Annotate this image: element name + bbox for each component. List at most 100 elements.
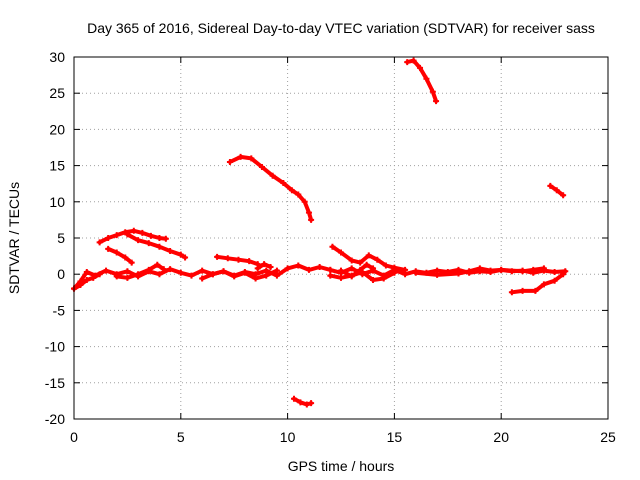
data-point <box>423 75 430 82</box>
data-point <box>295 262 302 269</box>
data-point <box>433 98 440 105</box>
chart-title: Day 365 of 2016, Sidereal Day-to-day VTE… <box>87 20 595 36</box>
data-point <box>135 271 142 278</box>
data-point <box>284 265 291 272</box>
data-point <box>348 257 355 264</box>
data-point <box>261 261 268 268</box>
data-point <box>220 268 227 275</box>
data-point <box>258 164 265 171</box>
series-arc-mid-5 <box>254 261 274 272</box>
data-point <box>297 399 304 406</box>
data-point <box>105 235 112 241</box>
data-point <box>199 267 206 274</box>
x-tick-label: 15 <box>387 429 403 445</box>
data-point <box>348 265 355 272</box>
data-point <box>182 254 189 261</box>
data-point <box>348 273 355 280</box>
data-point <box>139 229 146 236</box>
data-point <box>532 287 539 294</box>
data-point <box>83 276 90 283</box>
x-tick-label: 10 <box>280 429 296 445</box>
data-point <box>263 267 270 274</box>
data-point <box>135 237 142 244</box>
y-tick-label: 0 <box>57 266 65 282</box>
data-point <box>124 268 131 275</box>
data-point <box>380 275 387 282</box>
x-tick-label: 25 <box>600 429 616 445</box>
data-point <box>83 269 90 276</box>
data-point <box>305 209 312 216</box>
data-point <box>113 232 120 239</box>
data-point <box>391 264 398 271</box>
data-point <box>357 266 364 273</box>
data-point <box>280 179 287 186</box>
data-point <box>154 261 161 268</box>
series-arc-mid-3 <box>105 245 135 266</box>
data-point <box>147 232 154 239</box>
data-point <box>113 249 120 256</box>
data-point <box>551 277 558 284</box>
series-arc-negative <box>291 395 315 408</box>
y-tick-label: 25 <box>49 85 65 101</box>
x-tick-label: 20 <box>493 429 509 445</box>
data-point <box>291 395 298 402</box>
data-point <box>96 239 103 246</box>
data-point <box>252 275 259 282</box>
data-point <box>553 187 560 194</box>
data-point <box>357 259 364 266</box>
data-point <box>167 266 174 273</box>
data-point <box>237 153 244 160</box>
data-point <box>308 216 315 223</box>
data-point <box>301 198 308 205</box>
x-tick-labels: 0 5 10 15 20 25 <box>70 429 616 445</box>
series-arc-low-1 <box>113 261 167 281</box>
data-point <box>263 272 270 279</box>
data-point <box>402 266 409 273</box>
series-line <box>413 266 546 277</box>
series-arc-mid-4 <box>214 253 261 268</box>
data-point <box>96 271 103 278</box>
data-point <box>105 245 112 252</box>
data-point <box>412 269 419 276</box>
data-point <box>370 265 377 272</box>
series-arc-right-upper <box>547 182 567 199</box>
y-tick-label: 5 <box>57 230 65 246</box>
data-point <box>560 271 567 278</box>
data-point <box>248 155 255 162</box>
y-tick-label: -20 <box>45 411 65 427</box>
data-point <box>303 401 310 408</box>
series-arc-low-2 <box>199 267 280 282</box>
data-point <box>145 266 152 273</box>
data-point <box>267 263 274 270</box>
data-point <box>404 59 411 66</box>
data-point <box>370 276 377 283</box>
series-arc-mid-1 <box>96 227 169 246</box>
data-point <box>455 270 462 277</box>
data-point <box>363 261 370 268</box>
series-arc-top <box>404 57 440 105</box>
data-point <box>519 268 526 275</box>
series-arc-mid-2 <box>124 231 189 261</box>
data-point <box>209 271 216 278</box>
data-point <box>103 267 110 274</box>
data-point <box>77 282 84 289</box>
data-point <box>429 88 436 95</box>
y-tick-labels: -20 -15 -10 -5 0 5 10 15 20 25 30 <box>45 49 65 427</box>
series-arc-mid-7 <box>338 261 377 280</box>
data-point <box>338 274 344 281</box>
series-arc-low-4 <box>412 265 547 278</box>
y-tick-label: -10 <box>45 339 65 355</box>
data-point <box>308 400 315 407</box>
series-arc-low-3 <box>327 269 398 283</box>
data-point <box>231 273 238 280</box>
data-point <box>246 258 253 265</box>
data-point <box>338 267 344 274</box>
data-point <box>540 281 547 288</box>
data-point <box>177 269 184 276</box>
series-line <box>405 58 439 104</box>
data-point <box>273 272 280 279</box>
data-point <box>374 256 381 263</box>
data-point <box>476 265 483 272</box>
data-point <box>128 259 135 266</box>
